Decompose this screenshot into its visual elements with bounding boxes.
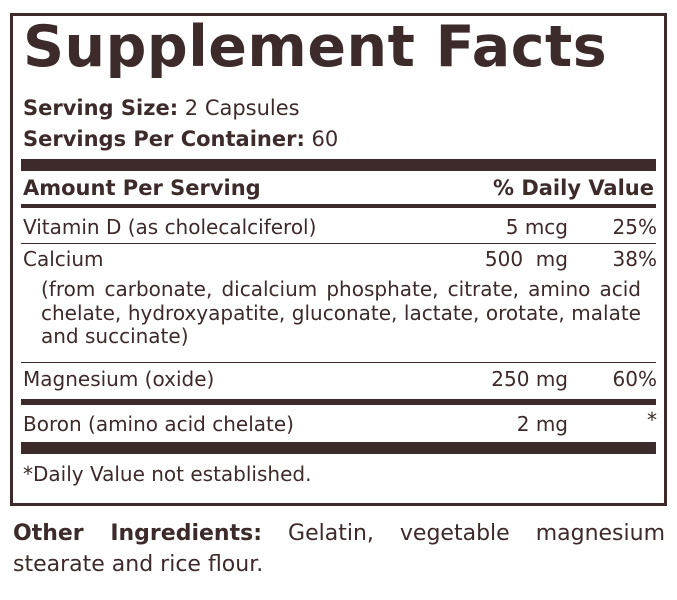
other-ingredients-label: Other Ingredients: <box>13 521 262 546</box>
nutrient-dv: * <box>647 408 657 432</box>
nutrient-amount: 2 mg <box>516 412 568 436</box>
nutrient-dv: 25% <box>612 215 657 239</box>
nutrient-name: Calcium <box>23 247 104 271</box>
thick-divider <box>21 442 656 454</box>
amount-per-serving-header: Amount Per Serving <box>23 176 261 200</box>
calcium-sources-note: (from carbonate, dicalcium phosphate, ci… <box>41 277 641 348</box>
other-ingredients: Other Ingredients: Gelatin, vegetable ma… <box>13 518 665 580</box>
nutrient-dv: 60% <box>612 367 657 391</box>
nutrient-amount: 500 mg <box>484 247 568 271</box>
thin-divider <box>21 243 656 244</box>
nutrient-dv: 38% <box>612 247 657 271</box>
panel-title: Supplement Facts <box>23 14 608 80</box>
thin-divider <box>21 362 656 363</box>
nutrient-amount: 5 mcg <box>505 215 568 239</box>
serving-size: Serving Size: 2 Capsules <box>23 96 300 120</box>
daily-value-header: % Daily Value <box>492 176 654 200</box>
nutrient-name: Vitamin D (as cholecalciferol) <box>23 215 317 239</box>
servings-per-container-label: Servings Per Container: <box>23 127 305 151</box>
serving-size-value: 2 Capsules <box>184 96 300 120</box>
servings-per-container: Servings Per Container: 60 <box>23 127 338 151</box>
other-ingredients-text: Gelatin, vegetable magnesium stearate an… <box>13 521 666 577</box>
nutrient-name: Magnesium (oxide) <box>23 367 215 391</box>
nutrient-amount: 250 mg <box>491 367 568 391</box>
supplement-facts-panel: Supplement Facts Serving Size: 2 Capsule… <box>10 13 667 506</box>
medium-divider <box>21 204 656 208</box>
thick-divider <box>21 159 656 171</box>
nutrient-name: Boron (amino acid chelate) <box>23 412 294 436</box>
footnote: *Daily Value not established. <box>23 462 312 486</box>
servings-per-container-value: 60 <box>311 127 339 151</box>
serving-size-label: Serving Size: <box>23 96 179 120</box>
medium-divider <box>21 399 656 405</box>
